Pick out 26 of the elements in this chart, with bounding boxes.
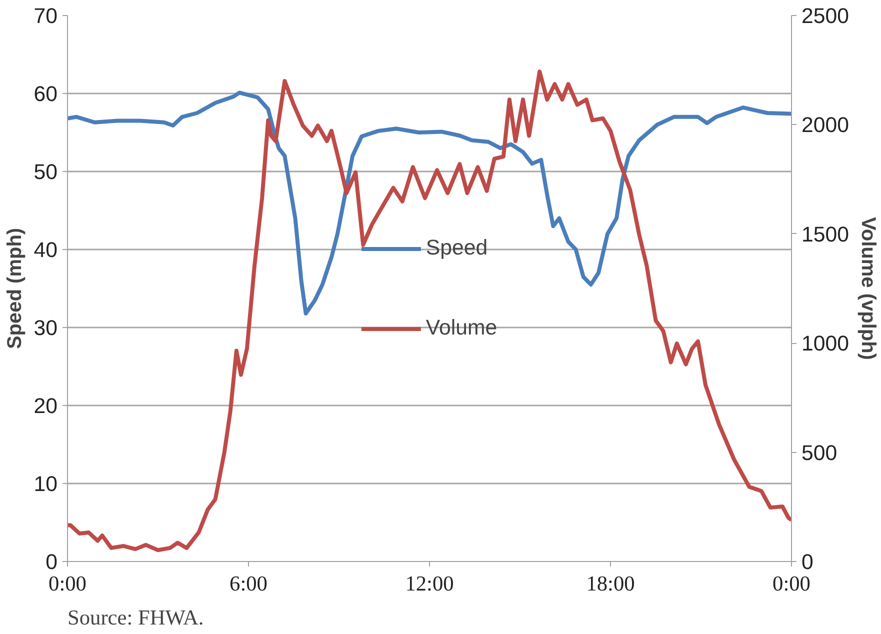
y-tick-label: 20 — [34, 394, 58, 418]
line-series — [68, 70, 792, 552]
y2-tick-label: 2000 — [802, 113, 850, 138]
y2-tick-label: 1500 — [802, 222, 850, 246]
line-series — [68, 90, 792, 316]
y-axis-title: Speed (mph) — [4, 228, 26, 350]
x-tick-label: 6:00 — [230, 572, 268, 596]
y2-tick-label: 500 — [802, 440, 838, 465]
x-tick-label: 0:00 — [48, 572, 86, 596]
y2-tick-label: 2500 — [802, 4, 850, 28]
x-tick-label: 0:00 — [772, 572, 810, 596]
legend-label: Speed — [426, 236, 488, 260]
y-tick-label: 60 — [34, 82, 58, 106]
y-tick-label: 10 — [34, 472, 58, 496]
legend-label: Volume — [426, 316, 498, 340]
y-tick-label: 0 — [46, 550, 58, 574]
y-tick-label: 40 — [34, 238, 58, 262]
source-note: Source: FHWA. — [68, 606, 204, 630]
y-tick-label: 70 — [34, 4, 58, 28]
y-tick-label: 50 — [34, 160, 58, 184]
y2-axis-title: Volume (vplph) — [856, 217, 879, 360]
y2-tick-label: 0 — [802, 550, 814, 574]
y2-tick-label: 1000 — [802, 332, 850, 356]
x-tick-label: 18:00 — [586, 572, 635, 596]
x-tick-label: 12:00 — [405, 572, 454, 596]
y-tick-label: 30 — [34, 316, 58, 340]
